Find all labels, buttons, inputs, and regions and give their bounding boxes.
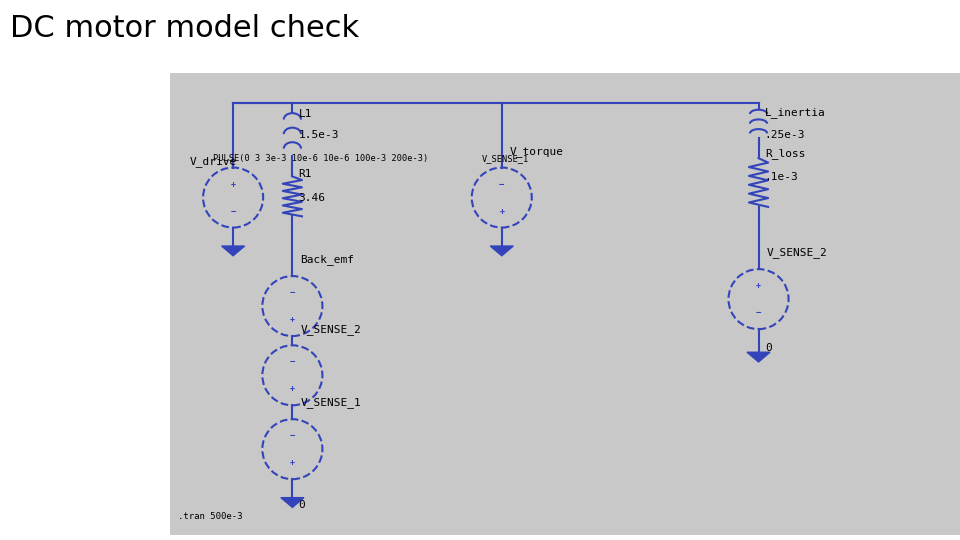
Text: .1e-3: .1e-3 [765, 172, 799, 182]
Text: +: + [499, 207, 504, 215]
Polygon shape [222, 246, 245, 256]
Text: −: − [290, 357, 295, 366]
Text: V_torque: V_torque [510, 146, 564, 157]
Polygon shape [281, 498, 304, 508]
Text: 1.5e-3: 1.5e-3 [299, 130, 339, 140]
Bar [170, 73, 960, 535]
Text: L_inertia: L_inertia [765, 107, 826, 118]
Text: 3.46: 3.46 [299, 193, 325, 202]
Text: 0: 0 [765, 342, 772, 353]
Text: V_SENSE_2: V_SENSE_2 [300, 323, 361, 335]
Text: +: + [290, 384, 295, 393]
Text: 0: 0 [299, 500, 305, 510]
Text: −: − [499, 180, 504, 188]
Text: −: − [756, 308, 761, 317]
Text: DC motor model check: DC motor model check [10, 14, 359, 43]
Text: L1: L1 [299, 110, 312, 119]
Text: PULSE(0 3 3e-3 10e-6 10e-6 100e-3 200e-3): PULSE(0 3 3e-3 10e-6 10e-6 100e-3 200e-3… [213, 154, 428, 163]
Text: +: + [230, 180, 235, 188]
Text: +: + [290, 315, 295, 324]
Text: .tran 500e-3: .tran 500e-3 [178, 511, 242, 521]
Text: −: − [290, 431, 295, 440]
Text: +: + [290, 458, 295, 467]
Text: +: + [756, 281, 761, 290]
Text: −: − [230, 207, 236, 215]
Text: Back_emf: Back_emf [300, 254, 354, 265]
Text: V_drive: V_drive [190, 157, 237, 167]
Text: V_SENSE_2: V_SENSE_2 [766, 247, 828, 259]
Polygon shape [747, 352, 770, 362]
Text: .25e-3: .25e-3 [765, 130, 805, 140]
Text: −: − [290, 288, 295, 297]
Text: V_SENSE_1: V_SENSE_1 [482, 154, 529, 163]
Polygon shape [491, 246, 514, 256]
Text: V_SENSE_1: V_SENSE_1 [300, 397, 361, 408]
Text: R1: R1 [299, 170, 312, 179]
Text: R_loss: R_loss [765, 148, 805, 159]
